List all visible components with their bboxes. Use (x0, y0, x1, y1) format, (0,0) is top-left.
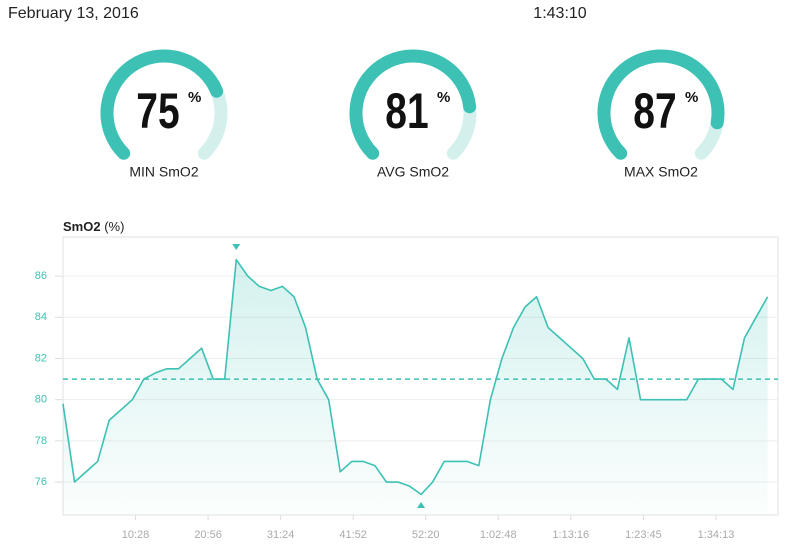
gauge-label: MAX SmO2 (624, 164, 698, 180)
x-tick-label: 1:02:48 (480, 529, 517, 541)
y-tick-label: 86 (35, 270, 47, 282)
x-tick-label: 1:23:45 (625, 529, 662, 541)
min-marker (417, 502, 426, 508)
y-tick-label: 84 (35, 311, 47, 323)
duration: 1:43:10 (533, 5, 586, 22)
x-tick-label: 31:24 (267, 529, 295, 541)
gauge-unit: % (437, 89, 450, 106)
y-tick-label: 80 (35, 394, 47, 406)
y-tick-label: 78 (35, 435, 47, 447)
gauge-unit: % (685, 89, 698, 106)
gauge-value: 75 (136, 82, 179, 139)
gauge-value: 87 (633, 82, 676, 139)
gauge-value: 81 (385, 82, 428, 139)
x-tick-label: 1:34:13 (698, 529, 735, 541)
y-unit: (%) (104, 219, 124, 234)
gauge-arc (597, 49, 725, 160)
date: February 13, 2016 (8, 5, 139, 22)
x-tick-label: 10:28 (122, 529, 150, 541)
x-tick-label: 20:56 (194, 529, 222, 541)
x-tick-label: 1:13:16 (552, 529, 589, 541)
x-tick-label: 41:52 (339, 529, 367, 541)
gauge-label: AVG SmO2 (377, 164, 449, 180)
y-tick-label: 82 (35, 352, 47, 364)
y-axis-title: SmO2 (%) (63, 219, 124, 234)
line-area (63, 259, 768, 515)
gauge-unit: % (188, 89, 201, 106)
gauge-arc (349, 49, 477, 160)
gauge-arc (100, 49, 224, 160)
line (62, 258, 769, 496)
max-marker (232, 244, 241, 250)
y-label: SmO2 (63, 219, 101, 234)
gauge-label: MIN SmO2 (129, 164, 198, 180)
y-tick-label: 76 (35, 476, 47, 488)
x-tick-label: 52:20 (412, 529, 440, 541)
